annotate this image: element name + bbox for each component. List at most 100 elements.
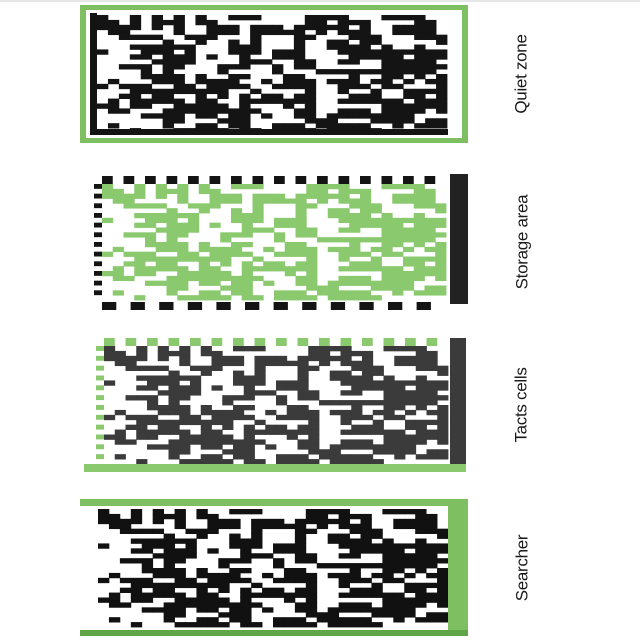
matrix-module <box>348 83 360 90</box>
searcher-data-module <box>393 597 405 603</box>
matrix-module <box>162 39 174 45</box>
matrix-module <box>151 113 164 119</box>
matrix-module <box>337 59 349 65</box>
timing-module <box>317 176 328 184</box>
matrix-module <box>173 108 185 114</box>
tact-data-module <box>286 360 298 367</box>
searcher-data-module <box>152 572 165 579</box>
storage-module <box>295 242 307 248</box>
matrix-module <box>261 24 273 31</box>
matrix-module <box>162 74 174 80</box>
matrix-module <box>173 88 185 95</box>
finder-right-edge <box>448 499 468 636</box>
tact-data-module <box>168 385 180 391</box>
searcher-data-module <box>98 597 110 603</box>
tact-data-module <box>383 380 395 386</box>
matrix-module <box>337 88 349 95</box>
storage-module <box>123 203 135 209</box>
searcher-data-module <box>229 518 241 525</box>
storage-module <box>134 203 146 209</box>
storage-module <box>209 295 221 301</box>
matrix-module <box>228 49 240 55</box>
storage-module <box>198 208 210 214</box>
storage-module <box>338 227 350 233</box>
searcher-data-module <box>415 509 427 515</box>
searcher-data-module <box>426 563 438 569</box>
storage-module <box>295 208 307 214</box>
storage-module <box>166 232 178 238</box>
storage-module <box>198 290 210 296</box>
tact-data-module <box>190 439 202 445</box>
matrix-module <box>293 83 306 90</box>
matrix-module <box>151 93 164 99</box>
tact-data-module <box>190 380 202 386</box>
matrix-module <box>118 24 131 31</box>
matrix-module <box>425 88 437 95</box>
timing-module <box>274 176 285 184</box>
storage-module <box>392 232 404 238</box>
tact-data-module <box>114 360 126 367</box>
searcher-data-module <box>338 592 350 598</box>
searcher-data-module <box>404 572 416 579</box>
storage-module <box>252 295 264 301</box>
tact-data-module <box>254 429 266 435</box>
matrix-module <box>293 108 306 114</box>
matrix-module <box>272 64 284 70</box>
tact-data-module <box>383 400 395 406</box>
storage-module <box>188 295 200 301</box>
matrix-module <box>414 59 426 65</box>
searcher-data-module <box>360 617 372 623</box>
tact-data-module <box>372 370 384 376</box>
storage-module <box>403 232 415 238</box>
searcher-data-module <box>404 612 416 618</box>
searcher-data-module <box>294 602 307 608</box>
tact-data-module <box>243 405 255 411</box>
storage-module <box>188 275 200 282</box>
tact-cell-module <box>383 338 395 346</box>
matrix-module <box>381 98 393 104</box>
tact-data-module <box>200 409 212 416</box>
tact-data-module <box>383 390 395 396</box>
matrix-module <box>228 118 240 124</box>
tact-data-module <box>157 375 169 381</box>
storage-module <box>424 290 436 296</box>
storage-module <box>327 295 339 301</box>
matrix-module <box>162 118 174 124</box>
tact-data-module <box>200 346 212 352</box>
matrix-module <box>140 64 153 70</box>
storage-module <box>198 271 210 277</box>
matrix-module <box>173 24 185 31</box>
searcher-data-module <box>152 528 165 534</box>
matrix-module <box>151 24 164 31</box>
storage-module <box>338 184 350 190</box>
timing-module <box>94 203 102 209</box>
timing-module <box>166 176 178 184</box>
tact-data-module <box>340 419 352 426</box>
searcher-data-module <box>426 597 438 603</box>
storage-module <box>360 295 372 301</box>
timing-bottom-module <box>273 302 288 310</box>
matrix-module <box>414 88 426 95</box>
storage-module <box>231 184 243 190</box>
searcher-data-module <box>185 543 197 549</box>
storage-module <box>209 188 221 195</box>
tact-cell-module <box>297 338 309 346</box>
matrix-module <box>414 49 426 55</box>
storage-module <box>435 246 447 253</box>
storage-module <box>123 193 135 199</box>
storage-module <box>252 266 264 272</box>
tact-data-module <box>351 459 363 465</box>
tact-data-module <box>329 409 341 416</box>
matrix-module <box>140 98 153 104</box>
matrix-module <box>425 118 437 124</box>
matrix-module <box>436 108 448 114</box>
searcher-data-module <box>229 572 241 579</box>
storage-module <box>166 280 178 286</box>
matrix-module <box>348 29 360 36</box>
matrix-module <box>381 108 393 114</box>
tact-data-module <box>394 360 406 367</box>
tact-data-module <box>308 434 320 440</box>
matrix-module <box>195 123 207 129</box>
storage-module <box>252 227 264 233</box>
